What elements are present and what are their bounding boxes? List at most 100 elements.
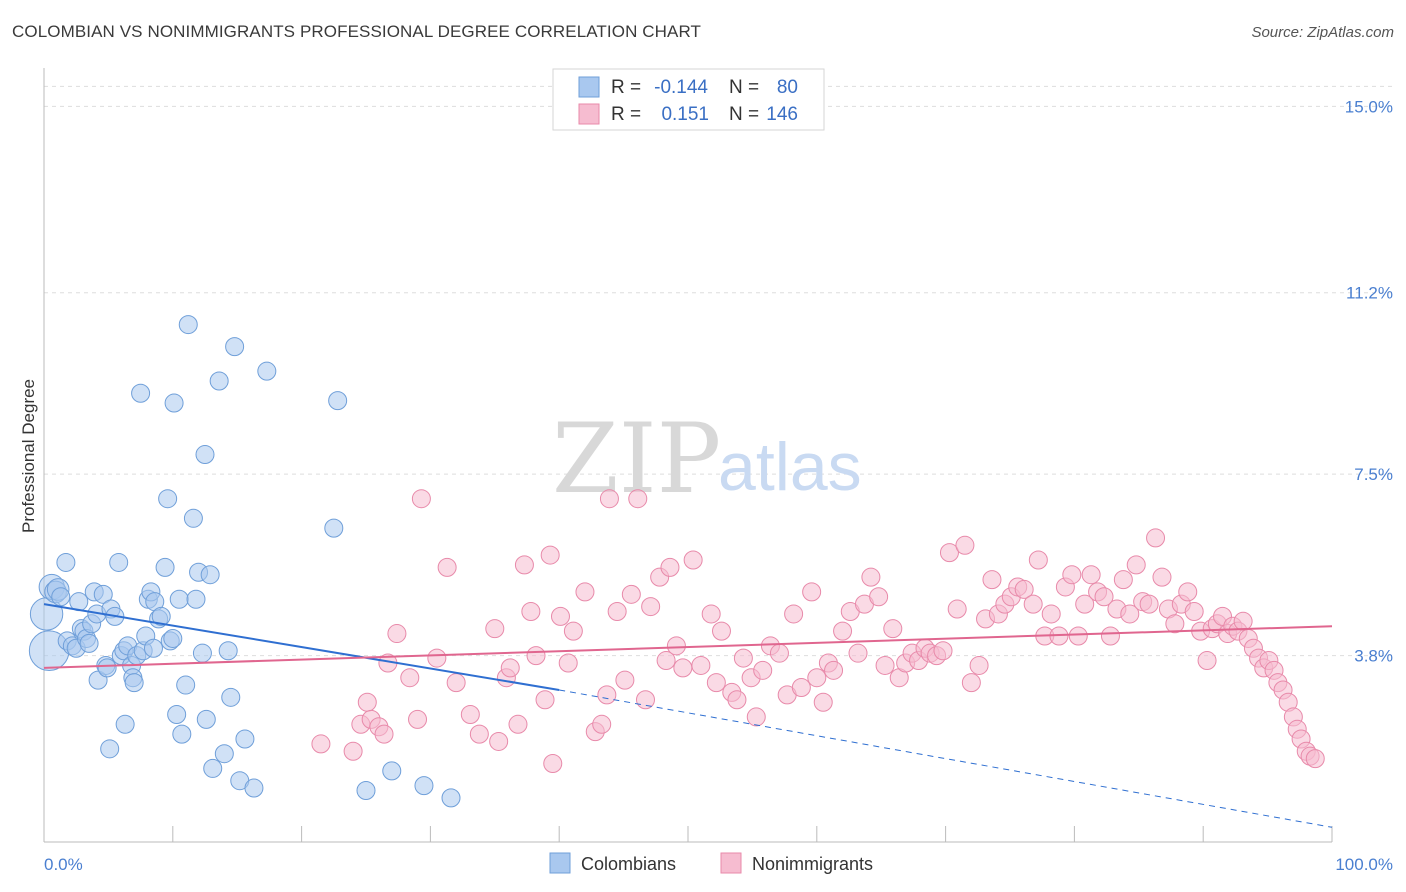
watermark-atlas: atlas [718,429,862,505]
colombians-point-58 [196,709,216,729]
nonimmigrants-point-38 [621,584,641,604]
nonimmigrants-point-73 [869,587,889,607]
legend-bottom: Colombians Nonimmigrants [549,852,873,874]
legend-swatch-nonimmigrants [578,103,600,125]
nonimmigrants-point-85 [947,599,967,619]
nonimmigrants-point-114 [1139,594,1159,614]
nonimmigrants-point-84 [939,543,959,563]
legend-r-label-1: R = [611,77,641,98]
nonimmigrants-point-118 [1165,614,1185,634]
nonimmigrants-point-0 [311,734,331,754]
nonimmigrants-point-115 [1146,528,1166,548]
nonimmigrants-point-22 [514,555,534,575]
nonimmigrants-point-36 [607,601,627,621]
colombians-point-70 [324,518,344,538]
x-tick-labels: 0.0% 100.0% [44,855,1393,874]
series-colombians [28,315,461,808]
nonimmigrants-point-9 [400,668,420,688]
colombians-point-62 [214,744,234,764]
nonimmigrants-point-110 [1113,570,1133,590]
colombians-point-64 [221,687,241,707]
colombians-point-39 [143,638,163,658]
nonimmigrants-point-116 [1152,567,1172,587]
nonimmigrants-point-50 [706,673,726,693]
colombians-point-25 [109,552,129,572]
y-tick-label-2: 11.2% [1346,284,1393,303]
colombians-point-69 [257,361,277,381]
colombians-point-42 [151,606,171,626]
nonimmigrants-point-64 [807,668,827,688]
nonimmigrants-point-37 [615,670,635,690]
colombians-point-67 [235,729,255,749]
trend-line-colombians-extension [559,689,1333,828]
colombians-point-51 [176,675,196,695]
colombians-point-32 [124,673,144,693]
nonimmigrants-point-25 [535,690,555,710]
legend-r-label-2: R = [611,104,641,125]
nonimmigrants-point-120 [1178,582,1198,602]
colombians-point-24 [100,739,120,759]
nonimmigrants-point-33 [592,714,612,734]
colombians-point-74 [414,776,434,796]
nonimmigrants-point-13 [437,557,457,577]
nonimmigrants-point-97 [1028,550,1048,570]
nonimmigrants-point-43 [656,651,676,671]
legend-top: R = -0.144 N = 80 R = 0.151 N = 146 [552,68,825,131]
nonimmigrants-point-29 [558,653,578,673]
nonimmigrants-point-1 [343,741,363,761]
nonimmigrants-point-24 [526,646,546,666]
legend-bottom-swatch-nonimmigrants [720,852,742,874]
legend-n-value-2: 146 [766,104,798,125]
colombians-point-73 [382,761,402,781]
nonimmigrants-point-121 [1184,601,1204,621]
y-tick-label-0: 3.8% [1354,647,1393,666]
colombians-point-48 [169,589,189,609]
nonimmigrants-point-41 [641,597,661,617]
colombians-point-52 [178,315,198,335]
nonimmigrants-point-39 [628,489,648,509]
nonimmigrants-point-59 [769,643,789,663]
nonimmigrants-point-90 [982,570,1002,590]
nonimmigrants-point-35 [599,489,619,509]
nonimmigrants-point-46 [673,658,693,678]
colombians-point-21 [97,658,117,678]
nonimmigrants-point-53 [727,690,747,710]
nonimmigrants-point-56 [746,707,766,727]
nonimmigrants-point-23 [521,601,541,621]
nonimmigrants-point-107 [1094,587,1114,607]
colombians-point-56 [192,643,212,663]
colombians-point-54 [186,589,206,609]
watermark: ZIP atlas [552,403,862,515]
colombians-point-63 [218,641,238,661]
y-axis-title: Professional Degree [19,379,38,533]
nonimmigrants-point-45 [666,636,686,656]
colombians-point-28 [115,714,135,734]
nonimmigrants-point-75 [883,619,903,639]
colombians-point-34 [131,383,151,403]
colombians-point-49 [167,704,187,724]
nonimmigrants-point-3 [357,692,377,712]
legend-swatch-colombians [578,76,600,98]
nonimmigrants-point-31 [575,582,595,602]
nonimmigrants-point-14 [446,673,466,693]
colombians-point-53 [183,508,203,528]
legend-n-label-2: N = [729,104,759,125]
nonimmigrants-point-27 [543,754,563,774]
nonimmigrants-point-8 [387,624,407,644]
trend-line-nonimmigrants [43,625,1333,669]
trend-line-colombians [43,603,560,691]
colombians-point-46 [163,628,183,648]
x-tick-label-1: 100.0% [1335,855,1393,874]
axes [43,68,1333,843]
nonimmigrants-point-86 [955,535,975,555]
colombians-point-5 [51,587,71,607]
legend-bottom-swatch-colombians [549,852,571,874]
nonimmigrants-point-95 [1014,579,1034,599]
colombians-point-44 [158,489,178,509]
nonimmigrants-point-88 [969,655,989,675]
nonimmigrants-point-74 [875,655,895,675]
colombians-point-61 [209,371,229,391]
nonimmigrants-point-49 [701,604,721,624]
y-tick-labels: 3.8% 7.5% 11.2% 15.0% [1345,97,1393,665]
